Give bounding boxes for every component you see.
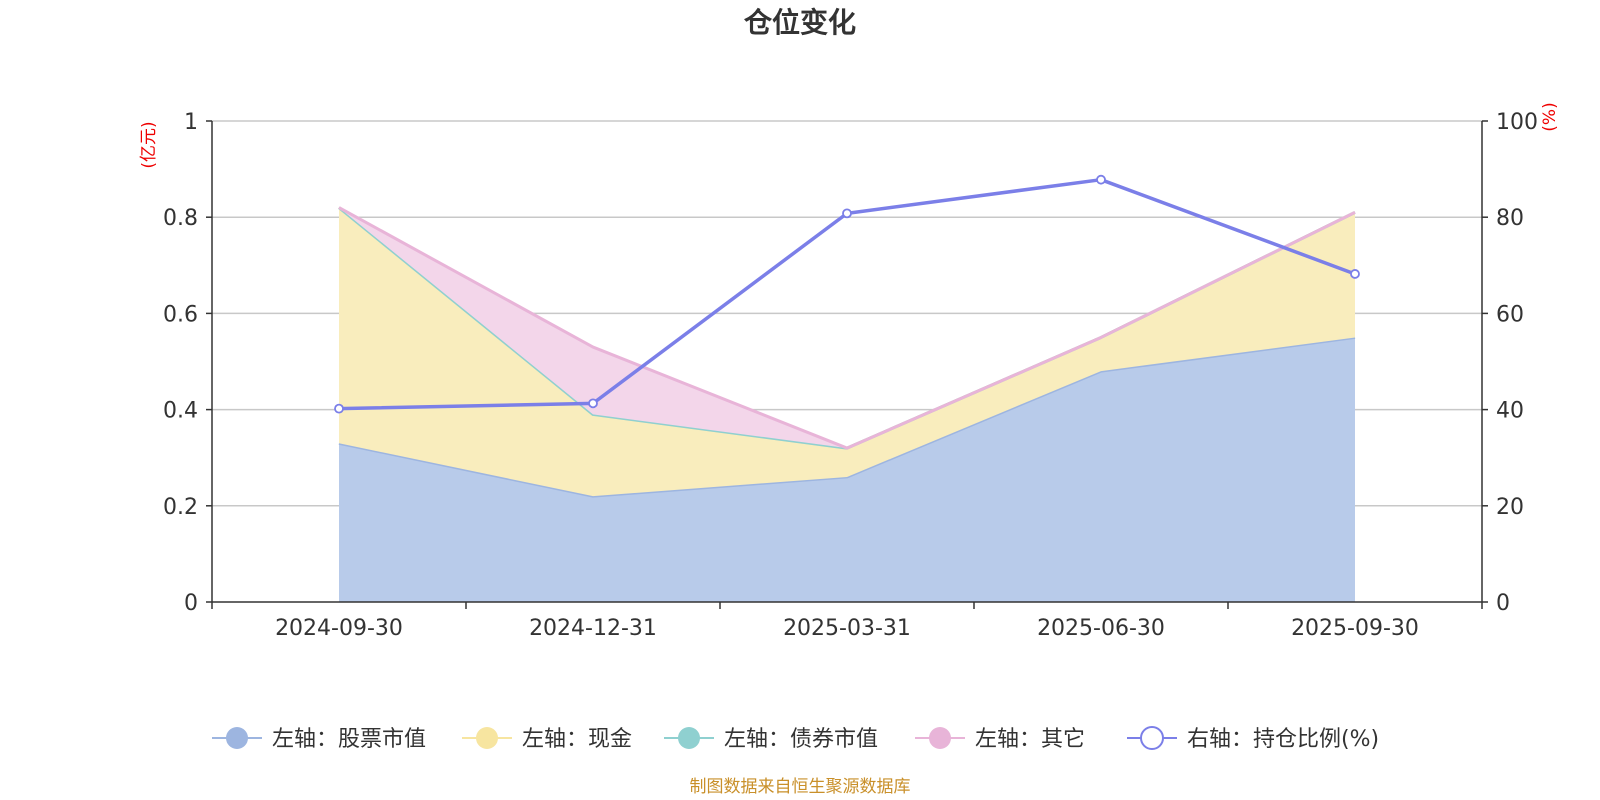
x-axis-tick-label: 2024-09-30 (275, 616, 403, 641)
legend: 左轴：股票市值 左轴：现金 左轴：债券市值 左轴：其它 右轴：持仓比例(%) (212, 726, 1379, 752)
line-point (334, 403, 344, 414)
legend-label: 左轴：股票市值 (272, 727, 426, 752)
line-point (588, 398, 598, 409)
right-axis-tick-label: 20 (1496, 495, 1524, 520)
area-左轴：其它 (339, 207, 1355, 449)
x-axis-tick-label: 2025-09-30 (1291, 616, 1419, 641)
line-point (1350, 269, 1360, 279)
line-point (1096, 174, 1106, 185)
data-source-note: 制图数据来自恒生聚源数据库 (690, 777, 911, 797)
line-point (842, 208, 852, 219)
right-axis-tick-label: 0 (1496, 591, 1510, 616)
ratio-line-layer (334, 174, 1360, 414)
area-左轴：现金 (339, 207, 1355, 497)
legend-label: 左轴：现金 (522, 727, 632, 752)
legend-label: 左轴：其它 (975, 727, 1085, 752)
axes: 0 0.2 0.4 0.6 0.8 1 0 20 40 60 80 100 2024-09-30 2024… (163, 110, 1538, 641)
left-axis-tick-label: 0.8 (163, 206, 198, 231)
right-axis-tick-label: 40 (1496, 399, 1524, 424)
area-左轴：股票市值 (339, 337, 1355, 602)
legend-marker (678, 727, 700, 749)
area-layers (338, 206, 1356, 602)
legend-marker (1140, 726, 1164, 750)
x-axis-tick-label: 2024-12-31 (529, 616, 657, 641)
right-axis-tick-label: 60 (1496, 302, 1524, 327)
legend-marker (226, 727, 248, 749)
right-axis-unit: (%) (1540, 102, 1560, 131)
left-axis-tick-label: 0.6 (163, 302, 198, 327)
left-axis-tick-label: 0.2 (163, 495, 198, 520)
legend-label: 左轴：债券市值 (724, 727, 878, 752)
area-edge-左轴：其它 (338, 206, 1356, 450)
right-axis-tick-label: 100 (1496, 110, 1538, 135)
left-axis-tick-label: 0.4 (163, 399, 198, 424)
x-axis-tick-label: 2025-03-31 (783, 616, 911, 641)
right-axis-tick-label: 80 (1496, 206, 1524, 231)
left-axis-tick-label: 1 (184, 110, 198, 135)
left-axis-tick-label: 0 (184, 591, 198, 616)
legend-marker (476, 727, 498, 749)
legend-marker (929, 727, 951, 749)
chart-title: 仓位变化 (744, 6, 856, 39)
legend-label: 右轴：持仓比例(%) (1187, 727, 1379, 752)
x-axis-tick-label: 2025-06-30 (1037, 616, 1165, 641)
left-axis-unit: (亿元) (139, 121, 159, 168)
